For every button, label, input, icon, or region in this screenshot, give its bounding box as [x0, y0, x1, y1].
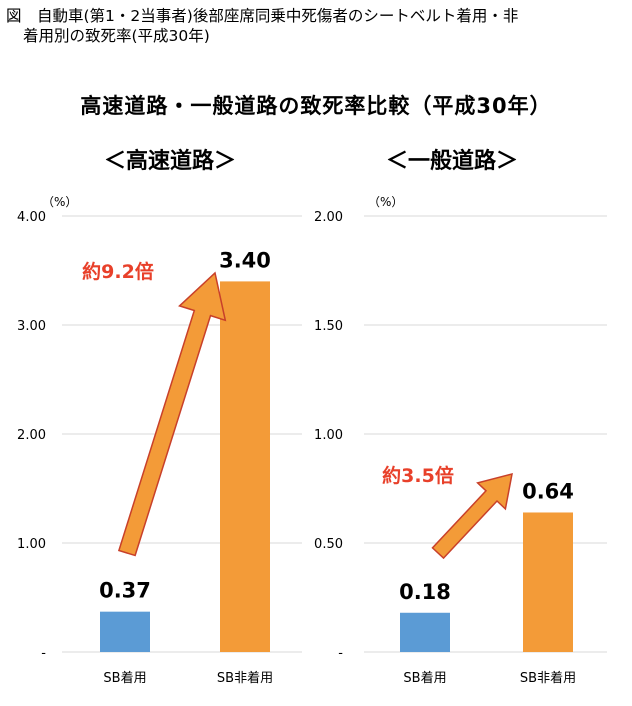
y-tick-label-general: -: [338, 646, 343, 661]
y-tick-label-highway: 3.00: [17, 319, 46, 334]
y-tick-label-general: 1.00: [314, 428, 343, 443]
ratio-arrow-general: [431, 472, 513, 560]
y-tick-label-general: 1.50: [314, 319, 343, 334]
y-tick-label-general: 2.00: [314, 210, 343, 225]
category-label-general: SB着用: [403, 670, 446, 686]
value-label-general: 0.18: [399, 580, 451, 604]
y-tick-label-highway: -: [41, 646, 46, 661]
main-title: 高速道路・一般道路の致死率比較（平成30年）: [80, 94, 552, 118]
unit-label-highway: （%）: [42, 195, 77, 209]
value-label-general: 0.64: [522, 479, 574, 503]
ratio-arrow-highway: [117, 271, 227, 557]
bar-highway-sb-off: [220, 281, 270, 652]
category-label-highway: SB着用: [103, 670, 146, 686]
value-label-highway: 0.37: [99, 579, 151, 603]
bar-general-sb-on: [400, 612, 450, 652]
y-tick-label-highway: 2.00: [17, 428, 46, 443]
y-tick-label-highway: 4.00: [17, 210, 46, 225]
ratio-annotation-general: 約3.5倍: [382, 464, 454, 487]
unit-label-general: （%）: [368, 195, 403, 209]
panel-title-general: ＜一般道路＞: [386, 148, 518, 174]
y-tick-label-general: 0.50: [314, 537, 343, 552]
caption-line-2: 着用別の致死率(平成30年): [23, 27, 210, 45]
figure-caption: 図 自動車(第1・2当事者)後部座席同乗中死傷者のシートベルト着用・非 着用別の…: [6, 6, 626, 46]
bar-general-sb-off: [523, 512, 573, 652]
caption-line-1: 図 自動車(第1・2当事者)後部座席同乗中死傷者のシートベルト着用・非: [6, 7, 519, 25]
y-tick-label-highway: 1.00: [17, 537, 46, 552]
panel-title-highway: ＜高速道路＞: [104, 148, 236, 174]
ratio-annotation-highway: 約9.2倍: [82, 260, 154, 283]
bar-highway-sb-on: [100, 611, 150, 652]
category-label-general: SB非着用: [520, 670, 576, 686]
category-label-highway: SB非着用: [217, 670, 273, 686]
value-label-highway: 3.40: [219, 248, 271, 272]
